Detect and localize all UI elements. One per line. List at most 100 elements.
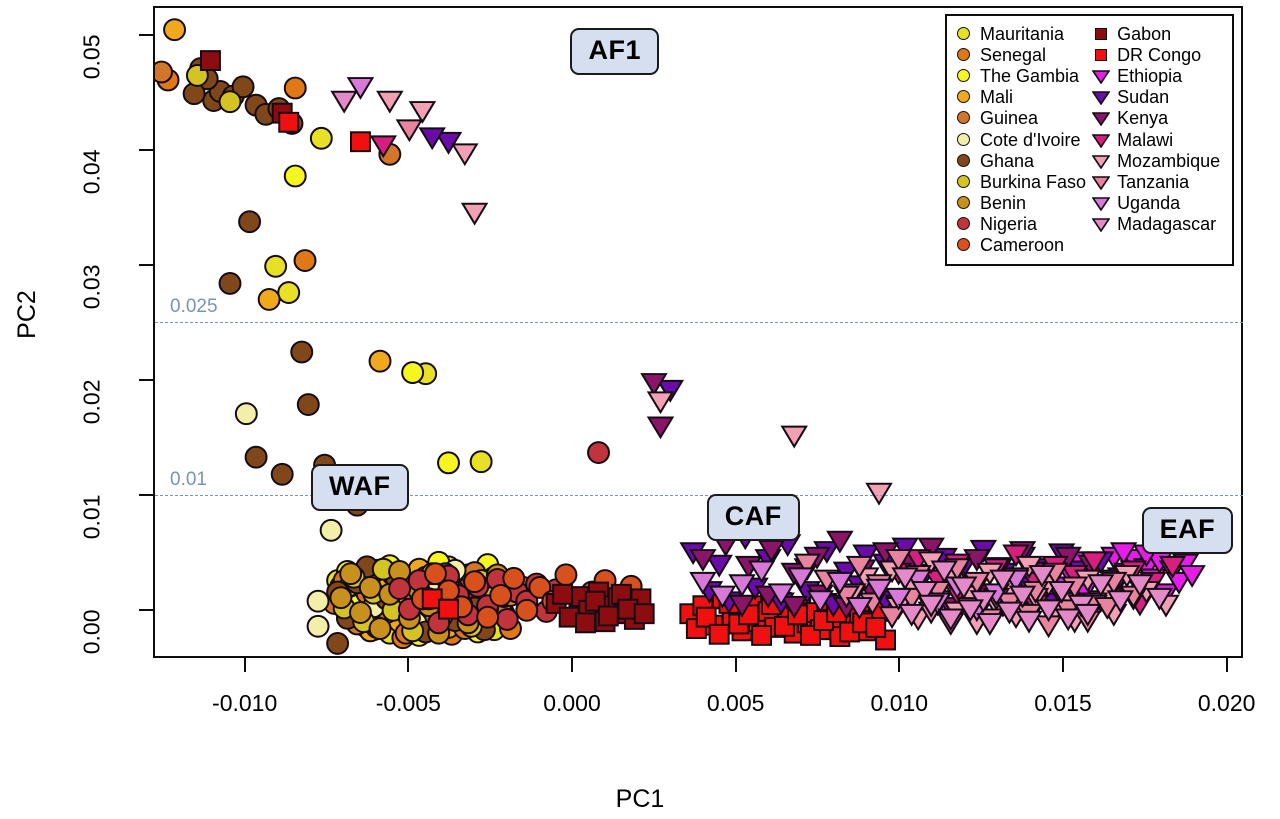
data-point	[293, 249, 317, 273]
legend-label: The Gambia	[980, 65, 1080, 86]
data-point	[329, 586, 353, 610]
data-point	[1015, 610, 1043, 634]
data-point	[326, 631, 350, 655]
data-point	[780, 595, 808, 619]
circle-icon	[957, 174, 970, 188]
data-point	[283, 164, 307, 188]
data-point	[747, 560, 776, 584]
y-tick-label: 0.02	[78, 379, 105, 424]
data-point	[368, 349, 392, 373]
data-point	[469, 450, 493, 474]
legend-item-nigeria[interactable]: Nigeria	[955, 214, 1086, 235]
triangle-down-icon	[1092, 133, 1111, 148]
data-point	[689, 571, 717, 595]
data-point	[296, 393, 320, 417]
data-point	[891, 567, 919, 591]
data-point	[1178, 565, 1206, 588]
legend-item-the-gambia[interactable]: The Gambia	[955, 65, 1086, 86]
legend-item-senegal[interactable]: Senegal	[955, 44, 1086, 65]
triangle-down-icon	[1092, 70, 1111, 84]
legend-label: Ethiopia	[1117, 65, 1183, 86]
legend-item-madagascar[interactable]: Madagascar	[1092, 214, 1220, 235]
x-tick-mark	[898, 658, 901, 672]
data-point	[476, 605, 500, 629]
circle-marker-icon	[955, 236, 973, 254]
data-point	[989, 569, 1017, 593]
square-icon	[1095, 48, 1108, 61]
triangle-down-icon	[1092, 112, 1111, 127]
data-point	[1074, 603, 1102, 627]
data-point	[910, 581, 939, 604]
triangle-marker-icon	[1092, 88, 1111, 106]
circle-icon	[957, 132, 970, 146]
y-tick-mark	[139, 608, 153, 611]
data-point	[358, 575, 382, 599]
legend-box[interactable]: Mauritania Senegal The Gambia Mali Guinea Cot…	[945, 14, 1234, 267]
cluster-tag-caf: CAF	[706, 494, 800, 542]
data-point	[401, 361, 425, 385]
triangle-marker-icon	[1092, 109, 1111, 127]
legend-item-ghana[interactable]: Ghana	[955, 150, 1086, 171]
legend-item-malawi[interactable]: Malawi	[1092, 129, 1220, 150]
legend-label: Mozambique	[1117, 150, 1221, 171]
data-point	[369, 135, 398, 159]
legend-item-uganda[interactable]: Uganda	[1092, 193, 1220, 214]
data-point	[884, 587, 913, 611]
cluster-tag-af1: AF1	[570, 28, 659, 76]
data-point	[388, 577, 412, 601]
legend-item-guinea[interactable]: Guinea	[955, 108, 1086, 129]
legend-item-cote-d-ivoire[interactable]: Cote d'Ivoire	[955, 129, 1086, 150]
legend-label: Madagascar	[1117, 214, 1217, 235]
data-point	[787, 567, 815, 591]
x-tick-label: -0.005	[375, 690, 441, 716]
circle-icon	[957, 47, 970, 61]
legend-item-cameroon[interactable]: Cameroon	[955, 235, 1086, 256]
data-point	[597, 605, 619, 627]
data-point	[1034, 599, 1063, 623]
legend-item-mozambique[interactable]: Mozambique	[1092, 150, 1220, 171]
data-point	[878, 606, 906, 630]
legend-item-gabon[interactable]: Gabon	[1092, 23, 1220, 44]
data-point	[1093, 597, 1122, 620]
data-point	[884, 549, 913, 572]
threshold-line-0-025	[155, 322, 1243, 324]
legend-label: Mauritania	[980, 23, 1065, 44]
x-tick-mark	[570, 658, 573, 672]
legend-item-tanzania[interactable]: Tanzania	[1092, 171, 1220, 192]
data-point	[306, 614, 330, 638]
legend-item-mauritania[interactable]: Mauritania	[955, 23, 1086, 44]
legend-item-mali[interactable]: Mali	[955, 87, 1086, 108]
legend-item-kenya[interactable]: Kenya	[1092, 108, 1220, 129]
legend-item-burkina-faso[interactable]: Burkina Faso	[955, 171, 1086, 192]
legend-label: Senegal	[980, 44, 1047, 65]
data-point	[270, 462, 294, 486]
circle-icon	[957, 153, 970, 167]
data-point	[283, 76, 307, 100]
data-point	[646, 416, 675, 440]
y-tick-mark	[139, 493, 153, 496]
data-point	[434, 131, 463, 155]
data-point	[963, 549, 991, 572]
legend-label: DR Congo	[1117, 44, 1202, 65]
square-marker-icon	[1092, 46, 1110, 64]
x-tick-label: 0.005	[706, 690, 765, 716]
data-point	[309, 126, 333, 150]
cluster-tag-eaf: EAF	[1141, 507, 1234, 555]
legend-label: Guinea	[980, 108, 1039, 129]
data-point	[806, 590, 835, 614]
data-point	[1080, 551, 1108, 575]
data-point	[290, 340, 314, 364]
data-point	[554, 563, 578, 587]
data-point	[349, 601, 372, 625]
data-point	[633, 603, 655, 625]
legend-item-benin[interactable]: Benin	[955, 193, 1086, 214]
data-point	[705, 554, 733, 578]
series-burkina-faso	[185, 63, 503, 643]
data-point	[182, 82, 206, 106]
data-point	[1054, 608, 1082, 632]
legend-item-dr-congo[interactable]: DR Congo	[1092, 44, 1220, 65]
legend-item-ethiopia[interactable]: Ethiopia	[1092, 65, 1220, 86]
legend-item-sudan[interactable]: Sudan	[1092, 87, 1220, 108]
x-tick-mark	[1061, 658, 1064, 672]
